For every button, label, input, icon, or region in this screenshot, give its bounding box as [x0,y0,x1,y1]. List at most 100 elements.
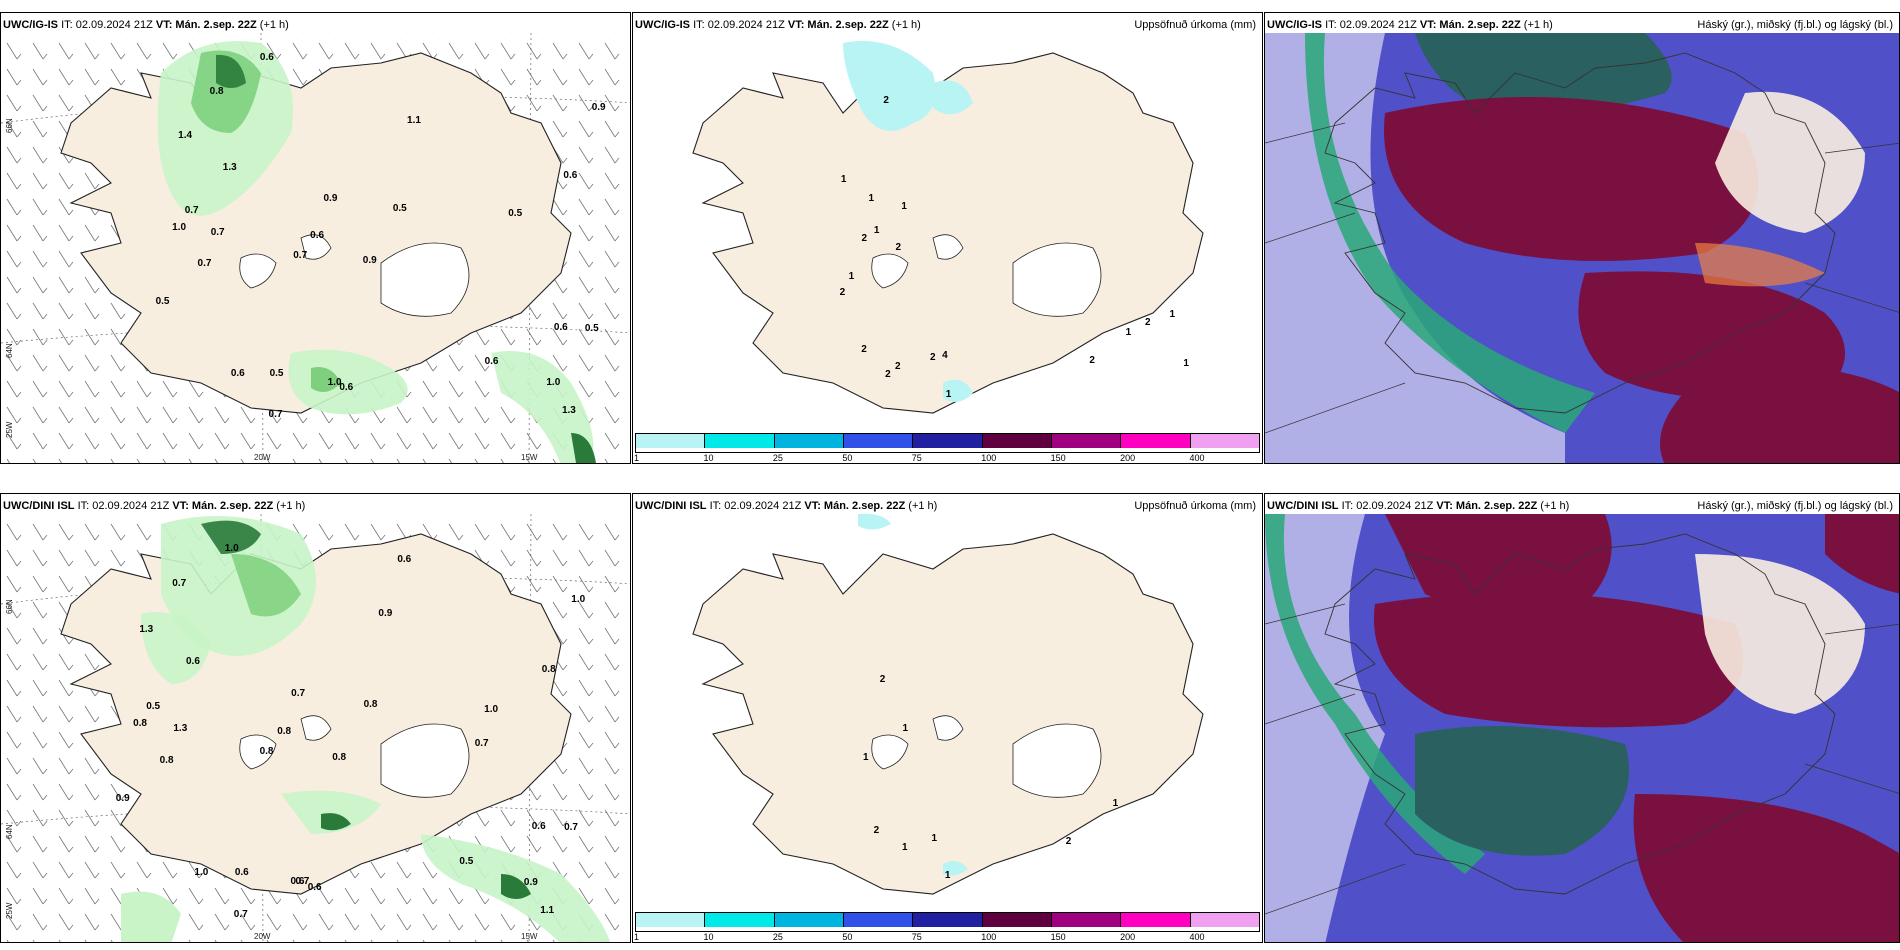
value-label: 2 [895,242,902,254]
value-label: 0.5 [508,208,523,220]
colorbar-swatch [1121,434,1191,448]
value-label: 0.7 [295,876,310,888]
lat-label: 66N [5,599,14,614]
colorbar-swatch [1121,913,1191,927]
value-label: 1.3 [561,404,576,416]
value-label: 0.9 [115,793,130,805]
value-label: 1 [848,270,855,282]
value-label: 1.0 [327,376,342,388]
value-label: 0.6 [531,820,546,832]
map-cloud-cover [1265,33,1899,463]
colorbar-swatch [705,434,775,448]
colorbar-tick-label: 200 [1120,453,1136,463]
value-label: 1 [1169,309,1176,321]
colorbar-tick-label: 200 [1120,932,1136,942]
value-label: 0.9 [323,193,338,205]
value-label: 1 [873,225,880,237]
value-label: 1 [931,833,938,845]
value-label: 0.6 [234,867,249,879]
value-label: 1 [902,723,908,735]
lat-label: 64N [5,824,14,839]
value-label: 0.8 [133,717,147,729]
value-label: 2 [1065,836,1072,848]
colorbar-tick-label: 25 [772,932,783,942]
panel-bot-mid-accum-precip: UWC/DINI ISL IT: 02.09.2024 21Z VT: Mán.… [632,493,1263,943]
colorbar-swatch [1190,913,1259,927]
colorbar-ticks: 1 10 25 50 75 100 150 200 400 [634,932,1260,942]
value-label: 1 [1183,358,1189,370]
lon-label: 20W [254,453,271,462]
value-label: 1 [1125,326,1132,338]
value-label: 0.7 [293,249,308,261]
panel-title: UWC/IG-IS IT: 02.09.2024 21Z VT: Mán. 2.… [1267,19,1553,31]
panel-title: UWC/DINI ISL IT: 02.09.2024 21Z VT: Mán.… [635,500,938,512]
colorbar-tick-label: 50 [842,932,853,942]
value-label: 1.0 [194,867,209,879]
map-wind-precip [1,513,630,942]
value-label: 1 [901,201,907,213]
value-label: 2 [861,344,867,356]
lon-label: 15W [521,453,538,462]
value-label: 1.3 [222,161,237,173]
value-label: 0.6 [563,169,578,181]
value-label: 2 [1089,355,1095,367]
value-label: 0.8 [209,85,224,97]
value-label: 1 [945,389,952,401]
value-label: 0.7 [268,408,283,420]
panel-top-right-clouds: UWC/IG-IS IT: 02.09.2024 21Z VT: Mán. 2.… [1264,12,1900,464]
value-label: 0.9 [523,876,538,888]
value-label: 0.6 [553,322,568,334]
value-label: 0.8 [363,698,378,710]
value-label: 0.7 [210,226,225,238]
colorbar-swatch [982,434,1052,448]
lat-label: 66N [5,118,14,133]
colorbar-tick-label: 75 [911,453,922,463]
value-label: 0.7 [172,578,187,590]
value-label: 1.1 [540,905,555,917]
panel-top-mid-accum-precip: UWC/IG-IS IT: 02.09.2024 21Z VT: Mán. 2.… [632,12,1263,464]
lat-label: 25W [5,902,14,919]
colorbar-tick-label: 75 [911,932,922,942]
colorbar-tick-label: 1 [634,932,640,942]
colorbar-swatch [1051,434,1122,448]
map-cloud-cover [1265,514,1899,942]
value-label: 0.8 [159,754,174,766]
lat-label: 25W [5,421,14,438]
colorbar-swatch [636,913,706,927]
value-label: 1.0 [224,542,239,554]
value-label: 1 [863,751,869,763]
value-label: 0.8 [332,751,347,763]
value-label: 0.7 [474,737,489,749]
value-label: 0.6 [185,655,200,667]
value-label: 2 [929,352,936,364]
value-label: 1 [902,841,908,853]
colorbar-swatch [913,913,983,927]
value-label: 0.5 [146,700,161,712]
value-label: 2 [879,673,886,685]
colorbar-swatch [913,434,983,448]
value-label: 2 [885,369,891,381]
value-label: 1.0 [571,594,586,606]
colorbar-tick-label: 10 [703,932,714,942]
value-label: 0.6 [290,875,305,887]
value-label: 1 [944,870,951,882]
panel-title: UWC/IG-IS IT: 02.09.2024 21Z VT: Mán. 2.… [635,19,921,31]
map-accum-precip [692,41,1204,414]
iceland-land [692,533,1204,895]
colorbar-swatch [774,434,844,448]
value-label: 2 [883,94,889,106]
value-label: 0.6 [307,881,322,893]
panel-top-left-precip-wind: UWC/IG-IS IT: 02.09.2024 21Z VT: Mán. 2.… [0,12,631,464]
lon-label: 20W [254,932,271,941]
value-label: 0.6 [310,229,325,241]
value-label: 1.1 [407,114,421,126]
value-label: 1.0 [484,703,499,715]
value-label: 4 [942,349,948,361]
colorbar-swatch [982,913,1052,927]
colorbar-swatch [705,913,775,927]
colorbar-ticks: 1 10 25 50 75 100 150 200 400 [634,453,1260,463]
lat-label: 64N [5,343,14,358]
value-label: 0.7 [197,258,212,270]
value-label: 0.5 [584,323,599,335]
colorbar-tick-label: 150 [1050,932,1066,942]
